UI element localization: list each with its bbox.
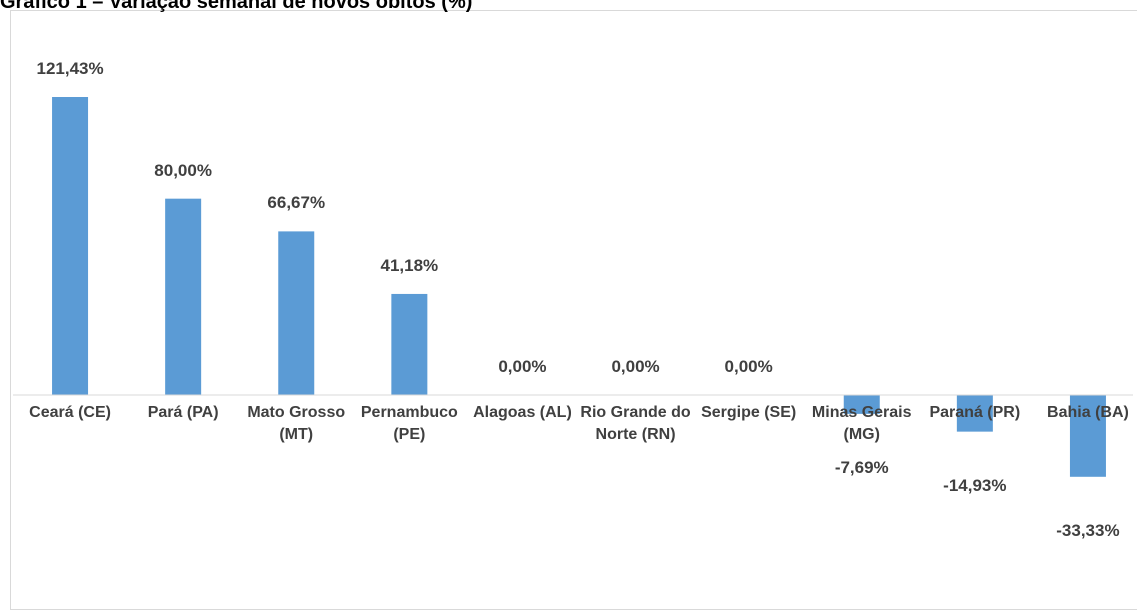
x-tick-label: Paraná (PR) — [929, 404, 1021, 421]
bar — [1069, 395, 1106, 477]
x-tick-label: Pernambuco (PE) — [360, 404, 458, 443]
x-tick-label: Bahia (BA) — [1047, 404, 1129, 421]
value-label: 80,00% — [154, 160, 212, 180]
x-tick-label: Mato Grosso (MT) — [247, 404, 346, 443]
bar — [956, 395, 993, 432]
value-label: 41,18% — [380, 255, 439, 275]
value-label: -33,33% — [1056, 520, 1120, 540]
x-tick-label: Sergipe (SE) — [701, 404, 797, 421]
bar — [165, 198, 202, 395]
x-tick-label: Alagoas (AL) — [473, 404, 572, 421]
bar — [391, 293, 428, 395]
value-label: 66,67% — [267, 193, 326, 213]
x-tick-label: Ceará (CE) — [29, 404, 111, 421]
chart-title: Gráfico 1 – Variação semanal de novos ób… — [0, 0, 473, 13]
chart — [13, 97, 1133, 477]
value-label: 0,00% — [498, 357, 547, 376]
x-tick-label: Minas Gerais (MG) — [811, 404, 912, 443]
value-label: 121,43% — [36, 59, 104, 78]
value-label: 0,00% — [611, 357, 660, 376]
bar — [278, 231, 315, 395]
value-label: 0,00% — [724, 357, 773, 376]
bar — [843, 395, 880, 414]
x-tick-label: Rio Grande do Norte (RN) — [580, 404, 691, 443]
bar — [52, 97, 89, 395]
value-label: -14,93% — [943, 475, 1007, 495]
x-tick-label: Pará (PA) — [147, 404, 219, 421]
value-label: -7,69% — [834, 457, 889, 477]
